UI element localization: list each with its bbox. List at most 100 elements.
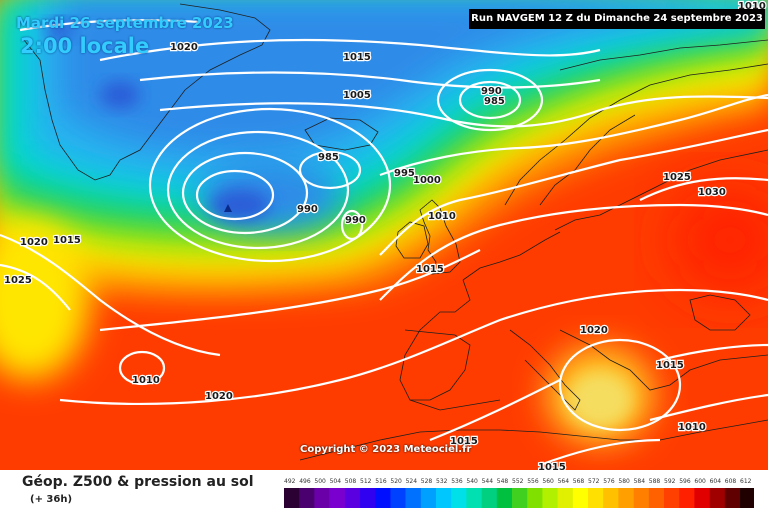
copyright-notice: Copyright © 2023 Meteociel.fr [300,444,472,455]
scale-tick-label: 556 [527,478,539,485]
scale-tick-label: 528 [421,478,433,485]
isobar-label: 1030 [698,187,726,198]
scale-swatch [344,488,361,508]
scale-swatch [314,488,330,508]
scale-swatch [527,488,543,508]
balkans-coast [559,329,768,391]
scale-swatch [436,488,452,508]
isobar-label: 1015 [416,264,444,275]
low-pressure-marker [224,204,232,212]
scale-tick-label: 540 [466,478,478,485]
africa-coast [299,419,768,461]
forecast-local-time: 2:00 locale [20,34,150,58]
geopotential-field [0,0,768,470]
scale-tick-label: 496 [299,478,311,485]
scale-swatch [648,488,665,508]
greenland-coast [23,3,271,181]
isobar-label: 990 [345,215,366,226]
scale-swatch [299,488,315,508]
map-title: Géop. Z500 & pression au sol [22,474,254,490]
scale-swatch [542,488,558,508]
scale-tick-label: 608 [725,478,737,485]
isobar-label: 990 [297,204,318,215]
scale-tick-label: 580 [618,478,630,485]
scale-tick-label: 560 [542,478,554,485]
scale-swatch [466,488,482,508]
isobar-label: 1005 [343,90,371,101]
scale-tick-label: 544 [482,478,494,485]
isobars [0,18,768,467]
scale-swatch [694,488,710,508]
scale-tick-label: 588 [649,478,661,485]
scale-tick-label: 568 [573,478,585,485]
black-sea-coast [689,294,751,331]
italy-coast [509,329,581,411]
scale-tick-label: 584 [634,478,646,485]
europe-coast [399,231,561,411]
scale-tick-label: 604 [710,478,722,485]
model-run-info: Run NAVGEM 12 Z du Dimanche 24 septembre… [469,9,765,29]
scale-swatch [405,488,422,508]
scale-swatch [451,488,467,508]
scale-swatch [481,488,498,508]
isobar-label: 990 [481,86,502,97]
iberia-coast [404,329,471,401]
isobar-labels: 1010 1020 1015 1005 990 985 985 995 1000… [3,0,767,470]
scale-tick-label: 612 [740,478,752,485]
isobar-label: 1025 [4,275,32,286]
isobar-label: 1015 [538,462,566,470]
scale-swatch [724,488,741,508]
isobar-label: 1015 [656,360,684,371]
scale-swatch [557,488,574,508]
scale-swatch [360,488,376,508]
scale-swatches [284,488,754,508]
scale-tick-label: 596 [679,478,691,485]
baltic-coast [554,149,768,231]
isobar-label: 1010 [428,211,456,222]
scale-labels: 492 496 500 504 508 512 516 520 524 528 532 536 540 5… [284,478,752,485]
scale-swatch [740,488,754,508]
isobar-label: 1025 [663,172,691,183]
scale-tick-label: 500 [314,478,326,485]
isobar-label: 1020 [20,237,48,248]
scale-tick-label: 524 [406,478,418,485]
scale-swatch [603,488,619,508]
isobar-label: 1015 [53,235,81,246]
scale-swatch [420,488,437,508]
forecast-date: Mardi 26 septembre 2023 [16,14,234,32]
scale-tick-label: 508 [345,478,357,485]
isobar-label: 1020 [170,42,198,53]
scale-swatch [588,488,604,508]
isobar-label: 1010 [132,375,160,386]
arctic-coast [559,39,768,71]
isobar-label: 1020 [580,325,608,336]
scale-tick-label: 512 [360,478,372,485]
forecast-lead-time: (+ 36h) [30,494,73,505]
scale-swatch [512,488,528,508]
scale-swatch [329,488,346,508]
scale-tick-label: 520 [390,478,402,485]
scale-tick-label: 492 [284,478,296,485]
geopotential-map: 1010 1020 1015 1005 990 985 985 995 1000… [0,0,768,470]
scale-swatch [284,488,300,508]
scale-tick-label: 548 [497,478,509,485]
isobar-label: 985 [318,152,339,163]
isobar-label: 1015 [450,436,478,447]
scale-tick-label: 516 [375,478,387,485]
scale-tick-label: 572 [588,478,600,485]
scale-tick-label: 504 [330,478,342,485]
scale-tick-label: 576 [603,478,615,485]
isobar-label: 1000 [413,175,441,186]
scale-swatch [709,488,726,508]
scale-swatch [618,488,634,508]
scale-tick-label: 564 [558,478,570,485]
scale-tick-label: 600 [694,478,706,485]
scale-swatch [633,488,650,508]
scale-tick-label: 532 [436,478,448,485]
color-scale-legend: 492 496 500 504 508 512 516 520 524 528 532 536 540 5… [284,478,754,508]
scale-swatch [496,488,513,508]
scale-swatch [375,488,391,508]
iceland-coast [304,117,379,151]
scale-swatch [572,488,589,508]
